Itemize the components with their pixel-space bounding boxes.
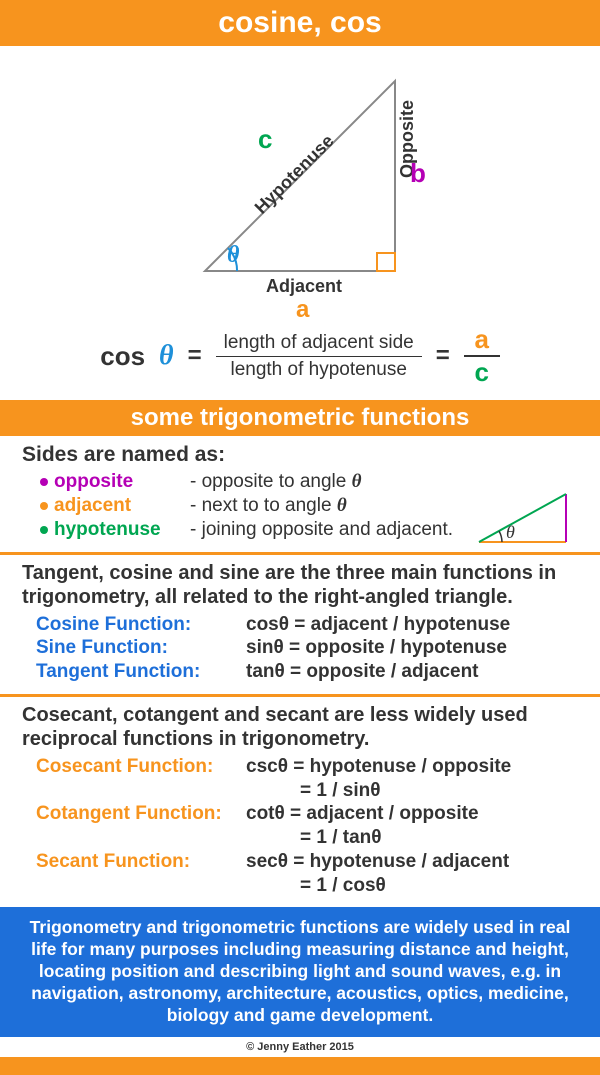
recip-label: Cosecant Function: (36, 755, 246, 803)
side-name: adjacent (40, 494, 190, 518)
side-desc: - next to to angle θ (190, 494, 347, 518)
mini-triangle-svg: θ (474, 490, 574, 548)
func-row: Tangent Function:tanθ = opposite / adjac… (36, 660, 578, 684)
func-row: Cosine Function:cosθ = adjacent / hypote… (36, 613, 578, 637)
reciprocal-functions-section: Cosecant, cotangent and secant are less … (0, 697, 600, 908)
func-label: Cosine Function: (36, 613, 246, 637)
eq2: = (436, 342, 450, 370)
recip-def: cscθ = hypotenuse / opposite= 1 / sinθ (246, 755, 511, 803)
recip-row: Cotangent Function:cotθ = adjacent / opp… (36, 802, 578, 850)
func-def: cosθ = adjacent / hypotenuse (246, 613, 510, 637)
theta-label: θ (227, 242, 239, 269)
fraction-ac: a c (464, 324, 500, 388)
recip-label: Cotangent Function: (36, 802, 246, 850)
eq1: = (188, 342, 202, 370)
subtitle-bar: some trigonometric functions (0, 400, 600, 436)
main-funcs-list: Cosine Function:cosθ = adjacent / hypote… (22, 613, 578, 684)
recip-def: secθ = hypotenuse / adjacent= 1 / cosθ (246, 850, 509, 898)
sides-heading: Sides are named as: (22, 442, 578, 468)
main-funcs-intro: Tangent, cosine and sine are the three m… (22, 561, 578, 609)
cosine-formula: cos θ = length of adjacent side length o… (0, 316, 600, 400)
side-desc: - opposite to angle θ (190, 470, 362, 494)
b-label: b (410, 158, 426, 189)
fraction-words: length of adjacent side length of hypote… (216, 330, 422, 383)
svg-text:θ: θ (506, 522, 515, 542)
denominator-text: length of hypotenuse (222, 357, 414, 383)
side-name: opposite (40, 470, 190, 494)
recip-funcs-intro: Cosecant, cotangent and secant are less … (22, 703, 578, 751)
triangle-diagram: c Hypotenuse Opposite b θ Adjacent a (0, 46, 600, 316)
title-bar: cosine, cos (0, 0, 600, 46)
frac-a: a (475, 324, 489, 355)
func-def: tanθ = opposite / adjacent (246, 660, 479, 684)
applications-box: Trigonometry and trigonometric functions… (0, 907, 600, 1036)
func-label: Tangent Function: (36, 660, 246, 684)
func-def: sinθ = opposite / hypotenuse (246, 636, 507, 660)
frac-c: c (475, 357, 489, 388)
recip-funcs-list: Cosecant Function:cscθ = hypotenuse / op… (22, 755, 578, 898)
c-label: c (258, 124, 272, 155)
adjacent-label: Adjacent (266, 276, 342, 297)
recip-row: Cosecant Function:cscθ = hypotenuse / op… (36, 755, 578, 803)
recip-row: Secant Function:secθ = hypotenuse / adja… (36, 850, 578, 898)
func-row: Sine Function:sinθ = opposite / hypotenu… (36, 636, 578, 660)
side-name: hypotenuse (40, 518, 190, 542)
copyright-text: © Jenny Eather 2015 (0, 1037, 600, 1057)
cos-text: cos (100, 341, 145, 372)
recip-label: Secant Function: (36, 850, 246, 898)
func-label: Sine Function: (36, 636, 246, 660)
side-desc: - joining opposite and adjacent. (190, 518, 453, 542)
recip-def: cotθ = adjacent / opposite= 1 / tanθ (246, 802, 479, 850)
a-label: a (296, 296, 309, 324)
numerator-text: length of adjacent side (216, 330, 422, 356)
theta-symbol: θ (159, 340, 174, 372)
main-functions-section: Tangent, cosine and sine are the three m… (0, 555, 600, 694)
bottom-bar (0, 1057, 600, 1075)
